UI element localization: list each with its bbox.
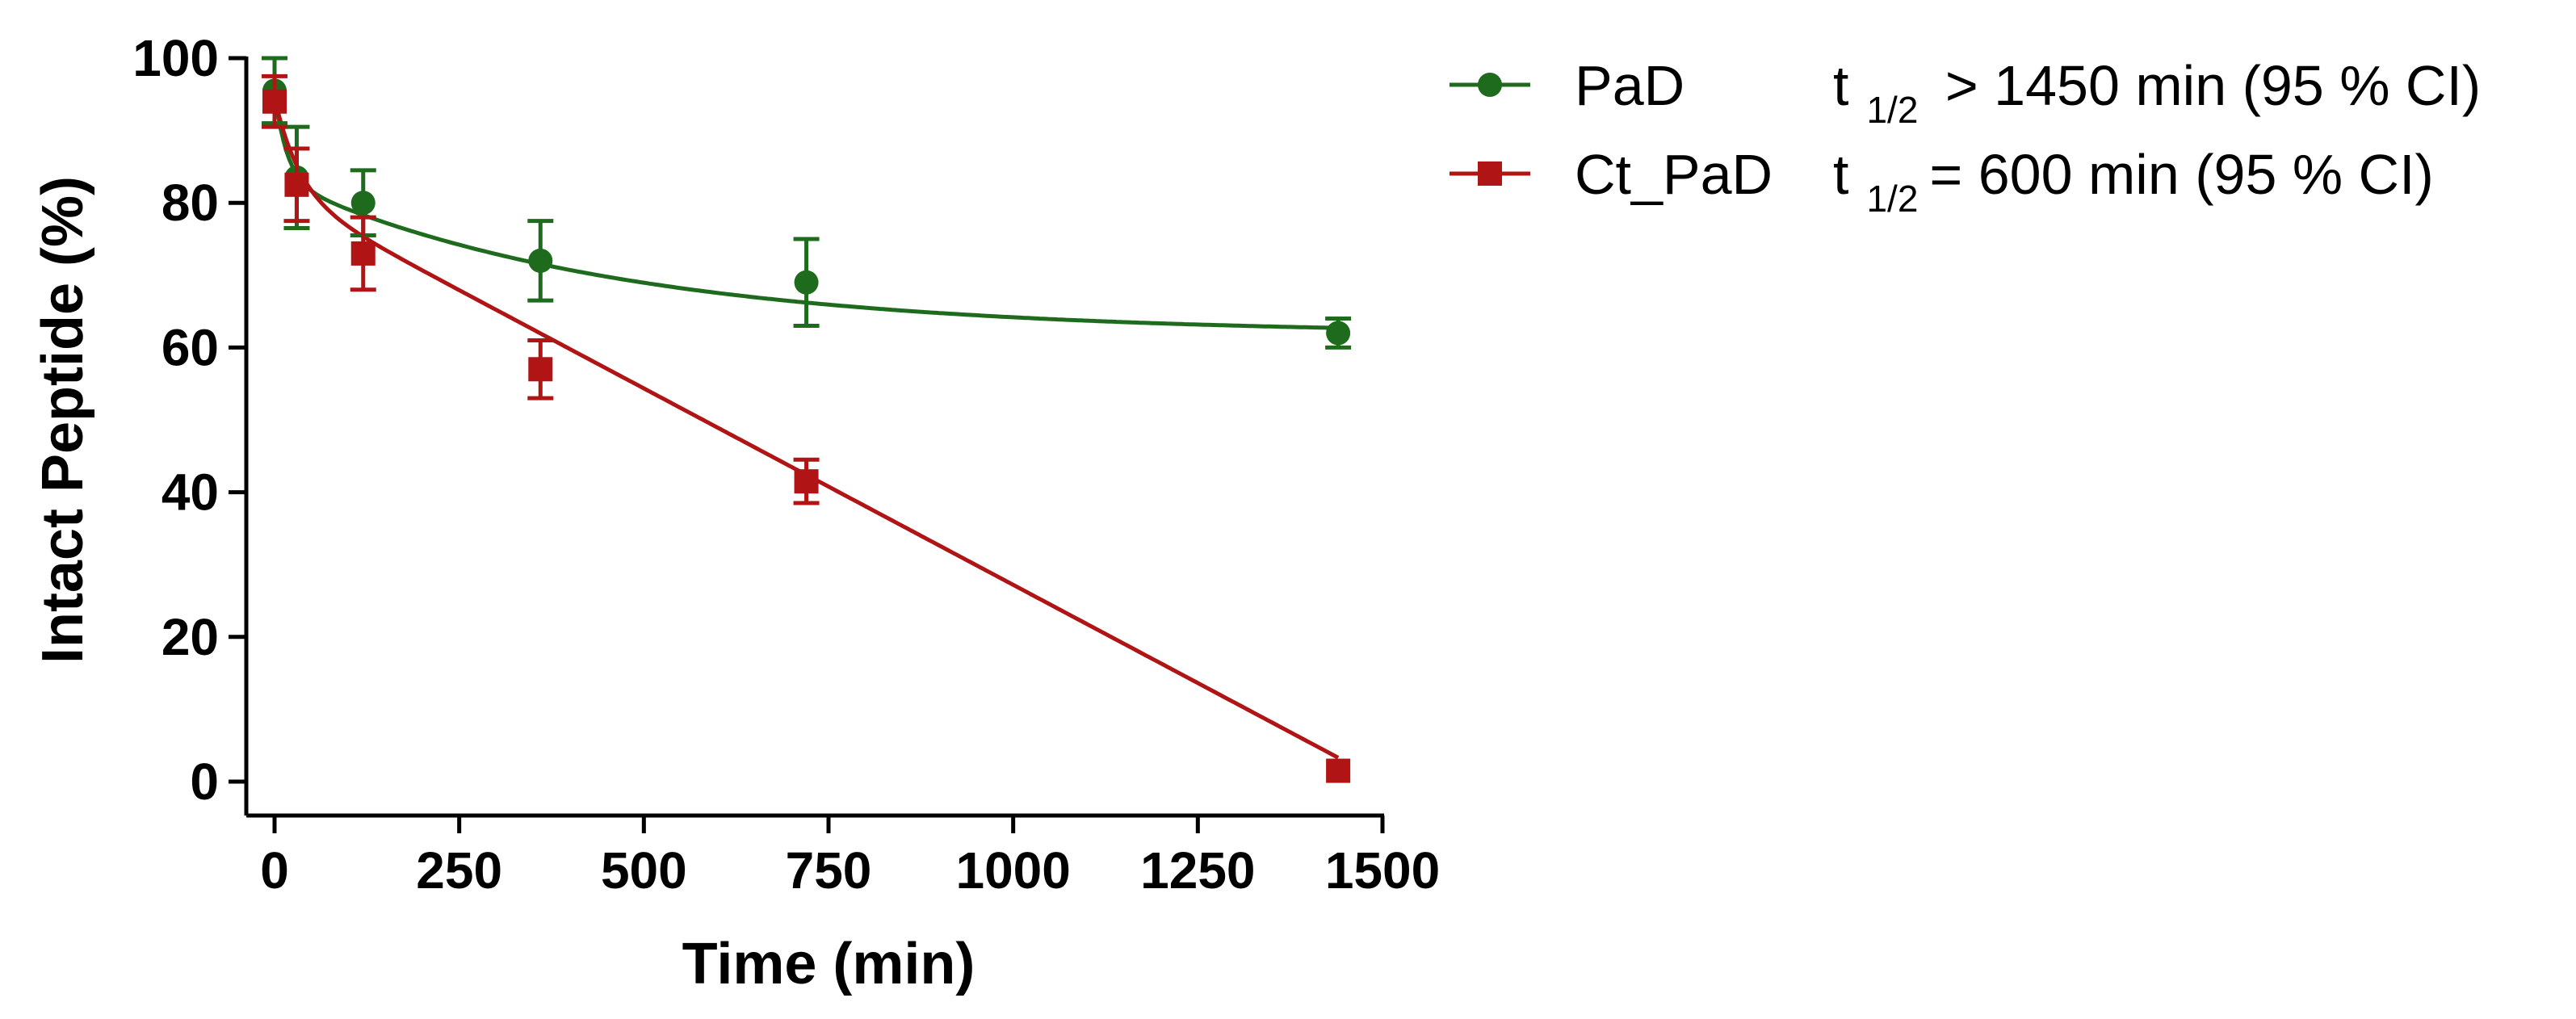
legend-half-life: t 1/2 > 1450 min (95 % CI): [1833, 54, 2481, 131]
point-ct_pad: [794, 469, 819, 494]
legend-label: PaD: [1575, 54, 1684, 117]
y-tick-label: 20: [162, 608, 219, 666]
point-ct_pad: [262, 89, 287, 114]
point-ct_pad: [284, 172, 309, 197]
legend: PaD t 1/2 > 1450 min (95 % CI) Ct_PaD t 1/2 = …: [1450, 54, 2481, 220]
x-tick-label: 250: [416, 841, 502, 899]
y-tick-label: 0: [190, 753, 219, 811]
data-points: [262, 56, 1352, 783]
y-tick-label: 60: [162, 318, 219, 376]
point-ct_pad: [1326, 758, 1351, 783]
point-pad: [1326, 321, 1351, 346]
point-pad: [794, 270, 819, 295]
x-tick-label: 0: [260, 841, 289, 899]
point-ct_pad: [350, 241, 375, 266]
legend-marker: [1478, 161, 1502, 186]
legend-marker: [1478, 73, 1502, 97]
point-pad: [528, 248, 553, 273]
y-tick-label: 40: [162, 463, 219, 522]
x-tick-label: 1250: [1140, 841, 1255, 899]
x-axis-title: Time (min): [682, 932, 975, 996]
legend-half-life: t 1/2 = 600 min (95 % CI): [1833, 143, 2434, 220]
fit-curve-ct_pad: [272, 97, 1340, 760]
x-tick-label: 1000: [955, 841, 1070, 899]
y-axis-title: Intact Peptide (%): [31, 176, 95, 664]
fit-curves: [272, 91, 1340, 760]
point-pad: [350, 191, 375, 216]
y-tick-label: 100: [132, 29, 219, 87]
x-tick-label: 1500: [1325, 841, 1440, 899]
y-tick-label: 80: [162, 174, 219, 232]
x-tick-label: 750: [786, 841, 872, 899]
legend-label: Ct_PaD: [1575, 143, 1773, 206]
x-tick-label: 500: [601, 841, 687, 899]
point-ct_pad: [528, 357, 553, 382]
